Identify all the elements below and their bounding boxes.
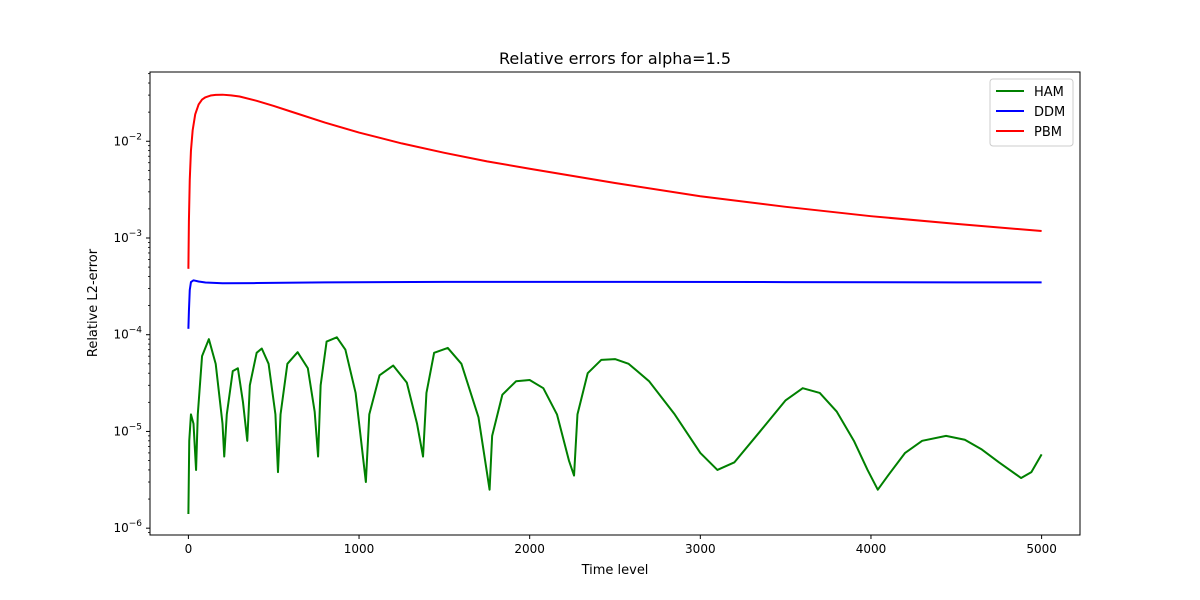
x-tick-label: 1000: [344, 542, 375, 556]
y-tick-exponent: −4: [129, 326, 143, 336]
chart-title: Relative errors for alpha=1.5: [499, 49, 731, 68]
x-axis-label: Time level: [581, 563, 649, 578]
legend: HAM DDM PBM: [989, 78, 1074, 147]
y-tick-label: 10−6: [113, 519, 142, 535]
y-tick-base: 10: [113, 134, 128, 148]
x-tick-label: 5000: [1026, 542, 1057, 556]
y-tick-label: 10−5: [113, 422, 142, 438]
series-line-ham: [187, 336, 1043, 515]
y-tick-label: 10−2: [113, 132, 142, 148]
y-tick-label: 10−3: [113, 229, 142, 245]
x-tick-label: 3000: [685, 542, 716, 556]
y-tick-exponent: −6: [129, 519, 143, 529]
legend-label-ddm: DDM: [1034, 105, 1065, 120]
y-tick-exponent: −3: [129, 229, 142, 239]
y-tick-base: 10: [113, 231, 128, 245]
x-tick-label: 0: [185, 542, 193, 556]
legend-box: [989, 78, 1074, 147]
legend-label-pbm: PBM: [1034, 125, 1062, 140]
x-tick-label: 2000: [514, 542, 545, 556]
series-line-ddm: [187, 279, 1042, 329]
y-tick-base: 10: [113, 424, 128, 438]
x-axis-ticks: 0 1000 2000 3000 4000 5000: [185, 535, 1057, 556]
plot-lines: [187, 93, 1043, 515]
y-tick-label: 10−4: [113, 326, 142, 342]
legend-label-ham: HAM: [1034, 85, 1064, 100]
y-tick-exponent: −5: [129, 422, 142, 432]
series-line-pbm: [187, 93, 1042, 269]
y-tick-base: 10: [113, 521, 128, 535]
y-tick-base: 10: [113, 328, 128, 342]
y-tick-exponent: −2: [129, 132, 142, 142]
y-axis-ticks: 10−610−510−410−310−2: [113, 73, 150, 535]
x-tick-label: 4000: [856, 542, 887, 556]
y-axis-label: Relative L2-error: [86, 248, 101, 357]
plot-frame: [149, 71, 1081, 536]
